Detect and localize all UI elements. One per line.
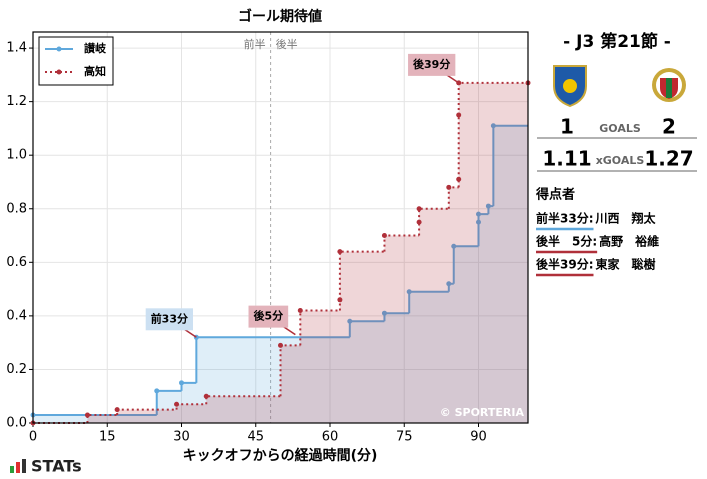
annotation-label: 後39分 [413,57,450,71]
scorer-time: 後半 5分: [536,234,597,249]
point [381,233,387,239]
area-fill [33,125,528,423]
point [456,112,462,118]
point [476,219,481,225]
scorer-time: 前半33分: [536,211,594,226]
scorer-time: 後半39分: [536,257,594,272]
step-line [299,309,340,346]
point [476,211,481,217]
annotation-box [408,53,456,76]
y-tick-label: 1.2 [6,94,27,109]
home-logo [553,65,587,108]
away-logo [652,68,686,102]
step-line [457,81,528,116]
point [297,308,303,314]
point [347,318,353,324]
annotation-label: 後5分 [254,309,284,323]
half-label: 前半 [244,37,266,51]
legend-marker [56,46,62,52]
point [179,380,184,386]
legend-label: 讃岐 [84,41,107,55]
legend-label: 高知 [84,64,106,78]
annotation-box [248,305,289,328]
point [174,401,180,407]
xgoals-label: xGOALS [596,154,645,167]
watermark: © SPORTERIA [440,406,525,419]
annotation-label: 前33分 [151,311,188,325]
x-tick-label: 75 [396,430,413,445]
chart-title: ゴール期待値 [238,8,322,25]
point [416,206,422,212]
scorers-title: 得点者 [535,187,575,203]
point [456,176,462,182]
goals-label: GOALS [599,122,641,135]
x-tick-label: 30 [173,430,190,445]
point [337,297,343,303]
point [278,342,283,348]
point [154,388,160,394]
home-xgoals: 1.11 [542,147,591,171]
point [84,412,90,418]
y-tick-label: 1.0 [6,148,27,163]
scorer-name: 東家 聡樹 [596,257,656,272]
legend-box [38,36,114,86]
point [485,203,491,209]
point [451,243,457,249]
point [446,281,452,287]
y-tick-label: 0.8 [6,201,27,216]
legend-marker [56,69,62,75]
y-tick-label: 0.2 [6,362,27,377]
x-tick-label: 90 [470,430,487,445]
brand-logo [10,459,26,473]
x-tick-label: 15 [99,430,116,445]
y-tick-label: 1.4 [6,41,27,56]
plot-frame [32,31,529,424]
point [381,310,387,316]
away-xgoals: 1.27 [644,147,693,171]
brand: STATs [31,457,82,476]
point [416,219,422,225]
y-tick-label: 0.6 [6,255,27,270]
away-goals: 2 [662,115,676,139]
home-goals: 1 [560,115,574,139]
area-fill [33,82,528,424]
x-tick-label: 60 [322,430,339,445]
half-label: 後半 [276,37,298,51]
point [446,184,452,190]
x-tick-label: 0 [29,430,37,445]
x-tick-label: 45 [247,430,264,445]
point [490,123,496,129]
point [406,289,412,295]
annotation-box [145,308,194,331]
plot: 0 15 30 45 60 75 900.00.20.40.60.81.01.21.4 前半後… [6,31,531,445]
point [337,249,343,255]
x-axis-label: キックオフからの経過時間(分) [183,447,378,464]
point [114,407,120,413]
step-line [338,250,385,300]
y-tick-label: 0.4 [6,308,27,323]
scorer-name: 川西 翔太 [595,211,657,226]
scorer-name: 高野 裕維 [599,234,659,249]
match-title: - J3 第21節 - [563,31,671,52]
y-tick-label: 0.0 [6,416,27,431]
point [203,393,209,399]
